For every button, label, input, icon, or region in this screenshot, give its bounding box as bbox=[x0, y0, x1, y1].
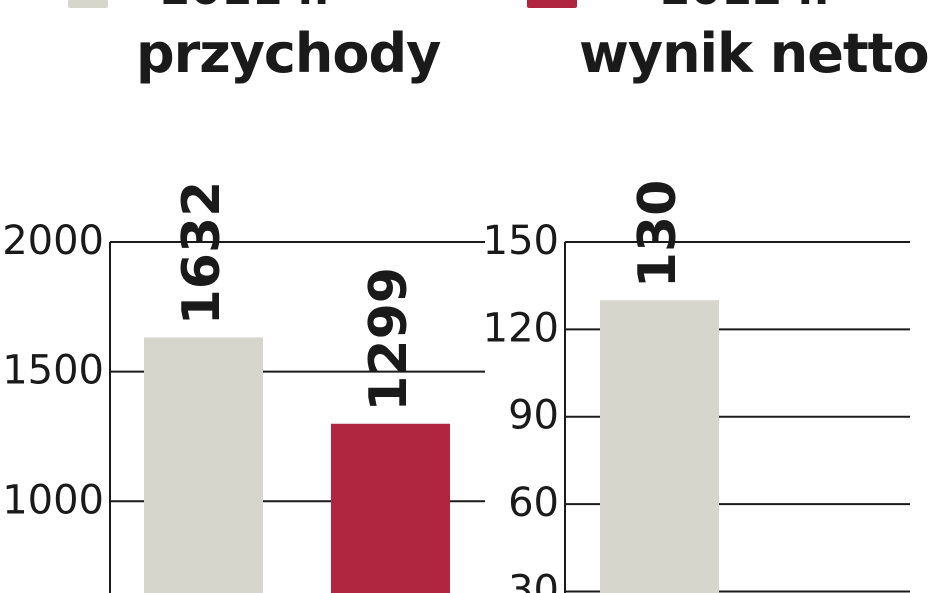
bar-0-1 bbox=[331, 423, 450, 593]
y-tick-label-0-2000: 2000 bbox=[2, 218, 104, 264]
y-tick-label-1-90: 90 bbox=[508, 393, 559, 439]
legend-swatch-2012 bbox=[527, 0, 577, 8]
legend-label-2011: 2011 r. bbox=[160, 0, 330, 15]
y-tick-label-0-1500: 1500 bbox=[2, 348, 104, 394]
data-label-1-0: 130 bbox=[628, 180, 688, 289]
bar-1-0 bbox=[600, 300, 719, 593]
y-tick-label-1-150: 150 bbox=[483, 218, 559, 264]
y-tick-label-0-1000: 1000 bbox=[2, 477, 104, 523]
y-tick-label-1-120: 120 bbox=[483, 305, 559, 351]
chart-title-net-result: wynik netto bbox=[579, 22, 930, 85]
legend-swatch-2011 bbox=[68, 0, 108, 8]
chart-title-revenue: przychody bbox=[136, 22, 441, 85]
y-tick-label-1-30: 30 bbox=[508, 567, 559, 593]
bar-0-0 bbox=[144, 337, 263, 593]
data-label-0-0: 1632 bbox=[172, 181, 232, 326]
data-label-0-1: 1299 bbox=[359, 267, 419, 412]
legend-label-2012: 2012 r. bbox=[660, 0, 830, 15]
y-tick-label-1-60: 60 bbox=[508, 480, 559, 526]
